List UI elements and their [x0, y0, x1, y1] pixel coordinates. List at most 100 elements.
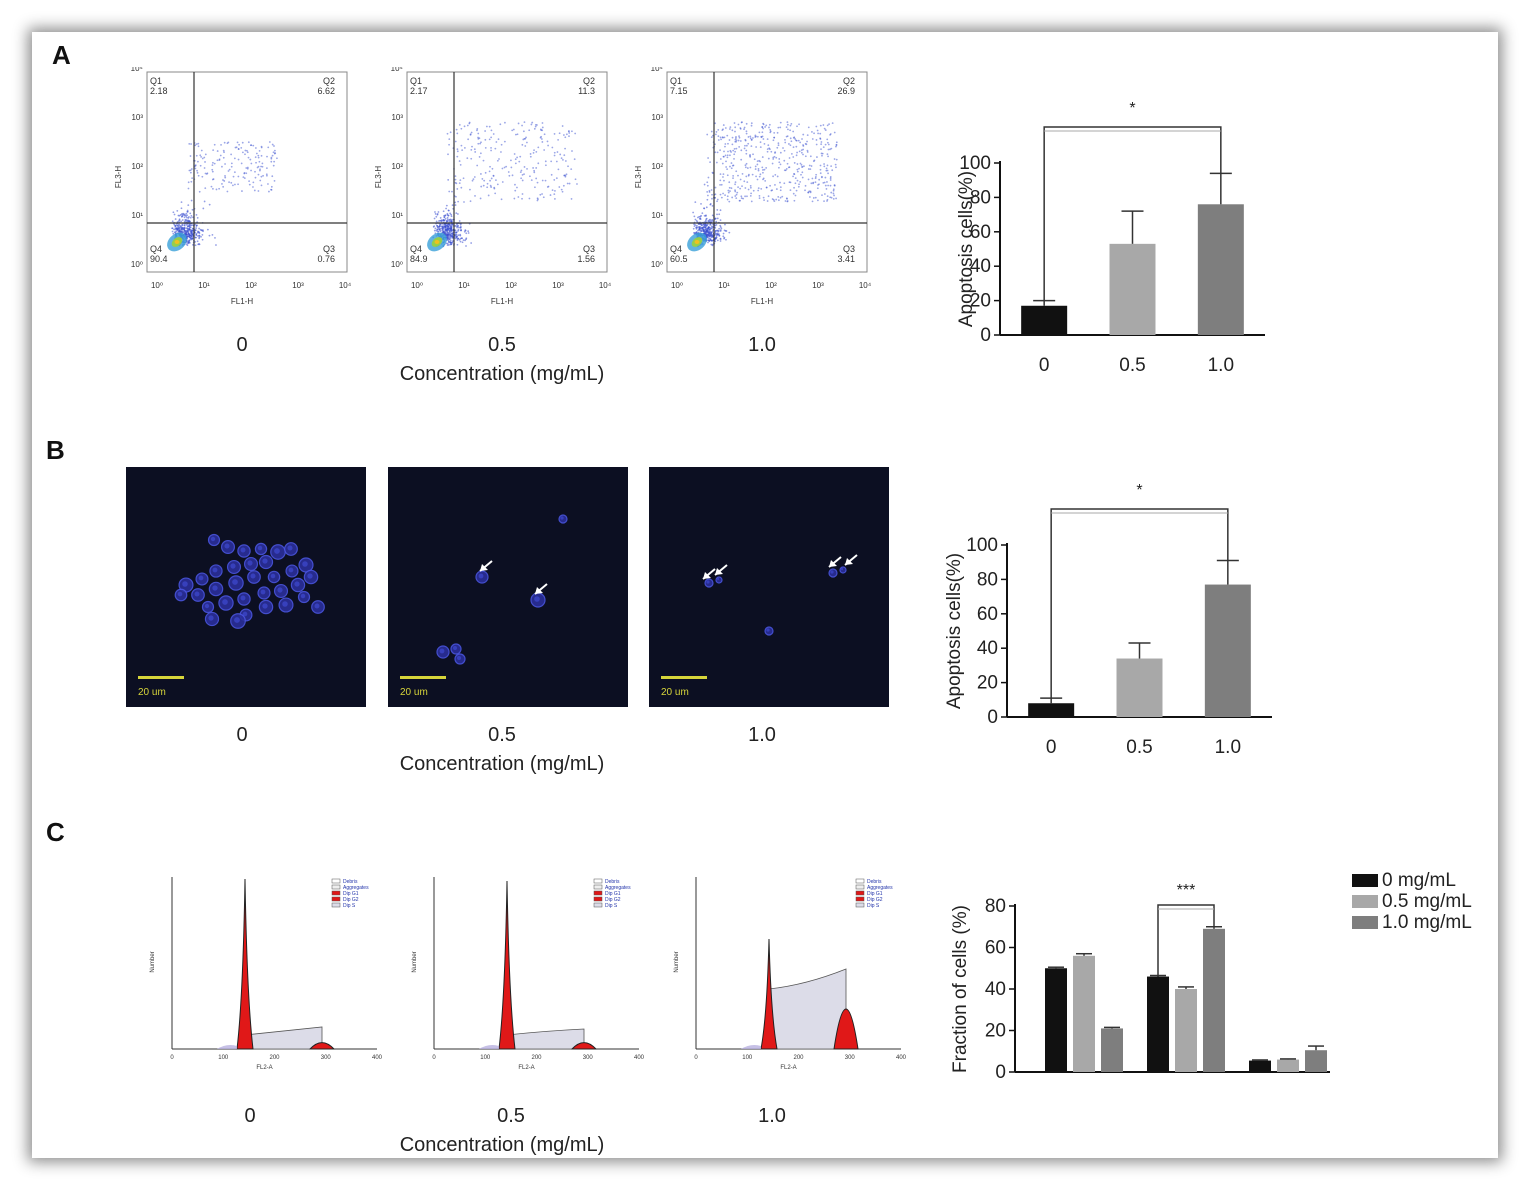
event-dot [747, 174, 750, 177]
y-axis-label: FL3-H [114, 166, 123, 188]
event-dot [772, 158, 775, 160]
event-dot [797, 185, 800, 188]
event-dot [442, 231, 445, 234]
event-dot [554, 198, 556, 200]
event-dot [451, 232, 454, 235]
event-dot [222, 149, 225, 152]
y-tick-label: 10² [391, 162, 403, 171]
event-dot [200, 155, 203, 158]
event-dot [198, 243, 200, 245]
event-dot [260, 175, 263, 178]
event-dot [775, 188, 778, 190]
event-dot [507, 171, 510, 173]
event-dot [732, 149, 735, 152]
event-dot [208, 234, 211, 237]
event-dot [451, 204, 454, 207]
event-dot [706, 224, 708, 227]
event-dot [823, 200, 825, 203]
flow-cytometry-plots: Q12.18Q26.62Q490.4Q30.7610⁰10⁰10¹10¹10²1… [114, 67, 872, 306]
x-tick-label: 0 [1046, 737, 1057, 758]
event-dot [230, 162, 233, 165]
event-dot [271, 143, 274, 146]
event-dot [749, 135, 752, 138]
y-tick-label: 10⁴ [651, 67, 664, 73]
event-dot [182, 228, 185, 230]
event-dot [199, 228, 202, 231]
legend-swatch [593, 884, 603, 890]
event-dot [237, 183, 239, 186]
nucleus-center [212, 567, 218, 573]
event-dot [723, 229, 726, 232]
event-dot [472, 178, 475, 180]
event-dot [737, 139, 740, 142]
event-dot [710, 130, 713, 133]
bar [1073, 955, 1095, 1072]
legend-swatch [331, 890, 341, 896]
event-dot [707, 241, 709, 244]
event-dot [789, 189, 792, 191]
event-dot [494, 192, 497, 195]
event-dot [745, 132, 748, 135]
x-tick-label: 200 [793, 1055, 804, 1061]
event-dot [746, 195, 748, 198]
event-dot [767, 157, 770, 160]
event-dot [761, 131, 764, 134]
event-dot [191, 233, 193, 236]
event-dot [723, 236, 726, 239]
event-dot [728, 139, 731, 141]
event-dot [464, 229, 467, 232]
x-tick-label: 10³ [552, 281, 564, 290]
event-dot [459, 164, 462, 166]
event-dot [254, 156, 257, 159]
density-core [434, 240, 440, 244]
event-dot [553, 179, 556, 181]
event-dot [745, 162, 748, 165]
nuclei-0 [174, 533, 325, 629]
event-dot [832, 192, 835, 195]
event-dot [787, 128, 789, 131]
debris-area [479, 1045, 499, 1049]
event-dot [804, 142, 807, 145]
nucleus-center [222, 599, 228, 605]
event-dot [775, 198, 778, 201]
conc-label-c-2: 1.0 [758, 1105, 786, 1127]
event-dot [433, 217, 436, 220]
event-dot [197, 235, 199, 237]
event-dot [510, 166, 513, 169]
q1-label: Q1 [410, 76, 422, 86]
scale-bar-label: 20 um [661, 687, 689, 698]
event-dot [818, 178, 821, 181]
event-dot [188, 227, 191, 229]
event-dot [740, 158, 743, 161]
legend-label: Dip G2 [867, 897, 883, 903]
event-dot [542, 196, 545, 199]
event-dot [747, 142, 750, 145]
event-dot [762, 138, 765, 140]
event-dot [714, 133, 717, 136]
event-dot [710, 189, 713, 191]
event-dot [800, 149, 803, 152]
event-dot [194, 244, 197, 247]
arrow-icon [844, 554, 858, 566]
event-dot [457, 234, 460, 237]
event-dot [716, 200, 718, 203]
event-dot [224, 163, 226, 165]
event-dot [270, 157, 273, 160]
event-dot [783, 159, 786, 162]
event-dot [783, 149, 786, 152]
q2-value: 26.9 [837, 86, 855, 96]
arrow-head [480, 564, 488, 571]
event-dot [536, 181, 539, 184]
event-dot [451, 190, 453, 193]
event-dot [458, 226, 460, 229]
event-dot [188, 169, 191, 172]
event-dot [752, 153, 754, 156]
event-dot [800, 151, 803, 154]
event-dot [801, 166, 803, 168]
event-dot [198, 190, 201, 193]
event-dot [829, 184, 832, 187]
event-dot [715, 161, 718, 164]
event-dot [719, 224, 722, 227]
event-dot [576, 183, 578, 185]
event-dot [462, 177, 465, 180]
